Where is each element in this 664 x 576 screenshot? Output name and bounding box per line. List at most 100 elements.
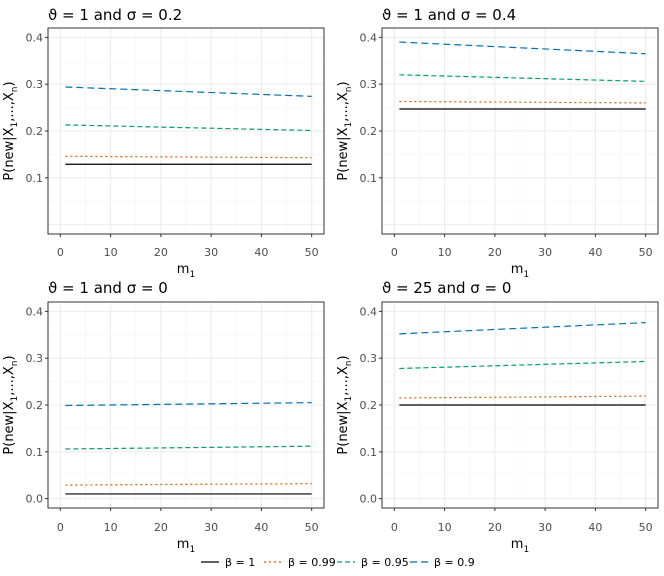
label-part: n [10,86,20,92]
label-part: 1 [523,545,529,555]
x-tick-label: 0 [57,521,64,534]
x-tick-label: 0 [57,246,64,259]
panel-3: ϑ = 1 and σ = 0 0 10 20 30 40 50 0.0 0.1 0.2 0.3 0.… [2,279,325,555]
x-tick-label: 50 [305,521,319,534]
x-tick-label: 10 [438,521,452,534]
label-part: ) [336,81,351,86]
x-tick-label: 40 [588,521,602,534]
panels: ϑ = 1 and σ = 0.20 10 20 30 40 500.10.20.30.4… [2,6,659,555]
label-part: P(new|X [2,127,17,180]
x-tick-label: 50 [639,246,653,259]
y-tick-label: 0.3 [360,352,378,365]
label-part: m [511,262,524,277]
y-axis-title: P(new|X1,...,Xn) [2,355,20,454]
x-axis-title: m1 [511,262,529,280]
label-part: 1 [10,122,20,128]
series-line [399,322,646,335]
label-part: m [511,537,524,552]
panel-title: ϑ = 25 and σ = 0 [382,279,511,297]
x-tick-label: 0 [391,521,398,534]
x-tick-label: 20 [154,521,168,534]
legend-item: β = 0.95 [337,556,409,569]
x-tick-label: 30 [538,246,552,259]
label-part: ) [336,355,351,360]
x-tick-label: 40 [254,246,268,259]
label-part: n [344,360,354,366]
label-part: m [177,262,190,277]
series-line [65,445,312,450]
y-tick-label: 0.2 [360,399,378,412]
x-tick-label: 40 [588,246,602,259]
y-axis-title: P(new|X1,...,Xn) [2,81,20,180]
y-tick-label: 0.4 [26,305,44,318]
y-tick-label: 0.3 [360,78,378,91]
label-part: ,...,X [336,92,351,122]
series-line [399,74,646,82]
legend-label: β = 0.99 [288,556,336,569]
legend-label: β = 0.95 [361,556,409,569]
x-tick-label: 20 [488,521,502,534]
x-tick-label: 40 [254,521,268,534]
label-part: P(new|X [336,127,351,180]
y-tick-label: 0.0 [26,493,44,506]
panel-2: ϑ = 1 and σ = 0.4 0 10 20 30 40 50 0.1 0.2 0.3 0.4… [336,6,659,280]
x-tick-label: 30 [204,521,218,534]
label-part: n [344,86,354,92]
x-tick-label: 10 [438,246,452,259]
label-part: 1 [189,545,195,555]
label-part: 1 [523,270,529,280]
series-line [399,41,646,55]
x-tick-label: 30 [204,246,218,259]
x-tick-label: 10 [104,246,118,259]
x-tick-label: 50 [305,246,319,259]
y-tick-label: 0.1 [360,172,378,185]
legend-label: β = 1 [225,556,255,569]
label-part: P(new|X [336,401,351,454]
series-line [399,100,646,104]
y-tick-label: 0.1 [26,172,44,185]
legend-item: β = 0.9 [410,556,475,569]
label-part: 1 [10,396,20,402]
x-tick-label: 30 [538,521,552,534]
series-line [399,360,646,370]
y-tick-label: 0.2 [360,125,378,138]
y-axis-title: P(new|X1,...,Xn) [336,355,354,454]
x-axis-title: m1 [177,537,195,555]
label-part: n [10,360,20,366]
series-line [65,483,312,486]
label-part: P(new|X [2,401,17,454]
panel-title: ϑ = 1 and σ = 0.4 [382,6,516,24]
y-axis-title: P(new|X1,...,Xn) [336,81,354,180]
legend-label: β = 0.9 [434,556,475,569]
legend: β = 1 β = 0.99 β = 0.95 β = 0.9 [201,556,475,569]
series-line [399,395,646,399]
label-part: m [177,537,190,552]
legend-item: β = 0.99 [264,556,336,569]
y-tick-label: 0.0 [360,493,378,506]
panel-title: ϑ = 1 and σ = 0.2 [48,6,182,24]
label-part: ,...,X [2,366,17,396]
label-part: 1 [344,122,354,128]
x-axis-title: m1 [177,262,195,280]
y-tick-label: 0.2 [26,399,44,412]
label-part: ,...,X [2,92,17,122]
label-part: ) [2,355,17,360]
y-tick-label: 0.1 [360,446,378,459]
series-line [65,155,312,159]
y-tick-label: 0.3 [26,78,44,91]
y-tick-label: 0.2 [26,125,44,138]
panel-1: ϑ = 1 and σ = 0.2 0 10 20 30 40 50 0.1 0.2 0.3 0.4… [2,6,325,280]
y-tick-label: 0.4 [26,31,44,44]
panel-4: ϑ = 25 and σ = 0 0 10 20 30 40 50 0.0 0.1 0.2 0.3 0… [336,279,659,555]
legend-item: β = 1 [201,556,255,569]
y-tick-label: 0.4 [360,305,378,318]
y-tick-label: 0.1 [26,446,44,459]
label-part: ,...,X [336,366,351,396]
x-tick-label: 20 [154,246,168,259]
label-part: ) [2,81,17,86]
x-tick-label: 10 [104,521,118,534]
y-tick-label: 0.3 [26,352,44,365]
x-tick-label: 50 [639,521,653,534]
series-line [65,124,312,132]
